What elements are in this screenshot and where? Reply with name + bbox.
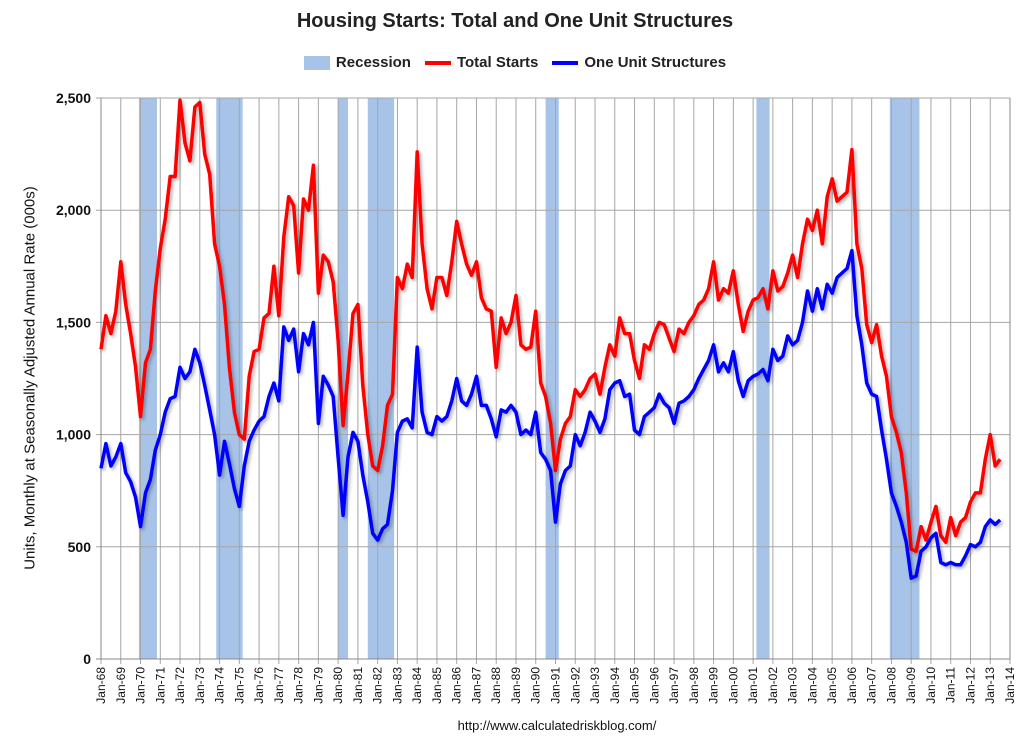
- legend-label: One Unit Structures: [584, 54, 727, 71]
- legend-item-one-unit: One Unit Structures: [552, 54, 726, 71]
- legend-item-total: Total Starts: [424, 54, 539, 71]
- y-tick-label: 1,000: [56, 427, 91, 443]
- x-tick-label: Jan-70: [134, 667, 148, 704]
- x-tick-label: Jan-06: [845, 667, 859, 704]
- x-tick-label: Jan-05: [825, 667, 839, 704]
- x-tick-label: Jan-68: [94, 667, 108, 704]
- x-tick-label: Jan-88: [489, 667, 503, 704]
- x-tick-label: Jan-02: [766, 667, 780, 704]
- x-tick-label: Jan-08: [884, 667, 898, 704]
- x-tick-label: Jan-77: [272, 667, 286, 704]
- x-tick-label: Jan-84: [410, 667, 424, 704]
- y-tick-label: 2,000: [56, 202, 91, 218]
- x-tick-label: Jan-71: [153, 667, 167, 704]
- x-tick-label: Jan-74: [213, 667, 227, 704]
- x-tick-label: Jan-92: [568, 667, 582, 704]
- recession-band: [138, 98, 157, 659]
- x-tick-label: Jan-98: [687, 667, 701, 704]
- one-unit-structures-line: [99, 248, 1002, 580]
- x-tick-label: Jan-99: [707, 667, 721, 704]
- x-tick-label: Jan-82: [371, 667, 385, 704]
- chart-title: Housing Starts: Total and One Unit Struc…: [296, 10, 734, 32]
- source-url: http://www.calculatedriskblog.com/: [457, 718, 657, 733]
- y-tick-label: 2,500: [56, 90, 91, 106]
- x-tick-label: Jan-75: [232, 667, 246, 704]
- recession-band: [338, 98, 349, 659]
- recession-band: [367, 98, 395, 659]
- x-tick-label: Jan-93: [588, 667, 602, 704]
- x-tick-label: Jan-12: [963, 667, 977, 704]
- one-unit-swatch: [552, 60, 579, 65]
- x-tick-label: Jan-04: [805, 667, 819, 704]
- x-tick-label: Jan-80: [331, 667, 345, 704]
- x-tick-label: Jan-14: [1003, 667, 1017, 704]
- y-tick-label: 500: [68, 539, 92, 555]
- x-tick-label: Jan-89: [509, 667, 523, 704]
- recession-band: [756, 98, 770, 659]
- x-tick-label: Jan-87: [469, 667, 483, 704]
- x-tick-label: Jan-95: [628, 667, 642, 704]
- total-swatch: [424, 60, 451, 65]
- x-tick-label: Jan-11: [944, 667, 958, 703]
- x-tick-label: Jan-13: [983, 667, 997, 704]
- recession-band: [545, 98, 559, 659]
- y-tick-label: 1,500: [56, 314, 91, 330]
- y-tick-label: 0: [83, 651, 91, 667]
- x-tick-label: Jan-01: [746, 667, 760, 704]
- legend-item-recession: Recession: [303, 54, 411, 71]
- recession-band: [889, 98, 920, 659]
- x-tick-label: Jan-09: [904, 667, 918, 704]
- total-starts-line: [99, 98, 1002, 554]
- x-tick-label: Jan-97: [667, 667, 681, 704]
- x-tick-label: Jan-85: [430, 667, 444, 704]
- x-tick-label: Jan-90: [529, 667, 543, 704]
- legend-label: Total Starts: [456, 54, 539, 71]
- x-tick-label: Jan-72: [173, 667, 187, 704]
- recession-swatch: [303, 55, 330, 70]
- x-tick-label: Jan-78: [292, 667, 306, 704]
- x-tick-label: Jan-94: [608, 667, 622, 704]
- x-tick-label: Jan-00: [726, 667, 740, 704]
- x-tick-label: Jan-91: [549, 667, 563, 704]
- x-tick-label: Jan-07: [865, 667, 879, 704]
- x-tick-label: Jan-76: [252, 667, 266, 704]
- x-tick-label: Jan-10: [924, 667, 938, 704]
- x-tick-label: Jan-96: [647, 667, 661, 704]
- x-tick-label: Jan-79: [311, 667, 325, 704]
- legend: Recession Total Starts One Unit Structur…: [0, 54, 1030, 71]
- x-tick-label: Jan-69: [114, 667, 128, 704]
- x-tick-label: Jan-86: [450, 667, 464, 704]
- x-tick-label: Jan-81: [351, 667, 365, 704]
- x-tick-label: Jan-03: [786, 667, 800, 704]
- x-tick-label: Jan-83: [390, 667, 404, 704]
- x-tick-label: Jan-73: [193, 667, 207, 704]
- legend-label: Recession: [335, 54, 411, 71]
